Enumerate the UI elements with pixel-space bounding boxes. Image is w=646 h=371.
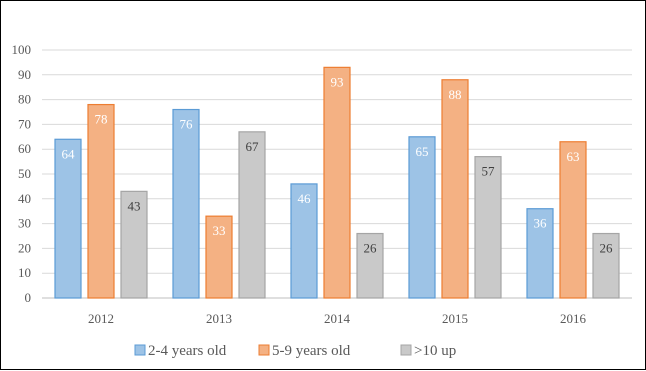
data-label: 26 [600,241,614,256]
y-tick-label: 60 [18,141,31,156]
legend-label: 5-9 years old [272,343,351,359]
data-label: 36 [534,216,548,231]
y-tick-label: 80 [18,92,31,107]
legend-swatch [134,344,146,356]
data-label: 88 [449,87,462,102]
bar [205,215,233,299]
data-label: 78 [95,112,108,127]
legend-swatch [258,344,270,356]
data-label: 26 [364,241,378,256]
data-label: 63 [567,149,580,164]
x-tick-label: 2016 [560,311,587,326]
data-label: 65 [416,144,429,159]
bar [408,136,436,299]
y-tick-label: 100 [12,42,32,57]
y-tick-label: 70 [18,116,31,131]
bar [474,156,502,299]
data-label: 64 [62,146,76,161]
data-label: 33 [213,223,226,238]
bar [238,131,266,299]
x-tick-label: 2014 [324,311,351,326]
bar [120,190,148,299]
bar [592,232,620,299]
bar [356,232,384,299]
y-tick-label: 30 [18,216,31,231]
legend-swatch [400,344,412,356]
y-tick-label: 20 [18,240,31,255]
y-tick-label: 90 [18,67,31,82]
legend-label: >10 up [414,343,456,359]
data-label: 76 [180,117,194,132]
y-tick-label: 50 [18,166,31,181]
bar [441,79,469,299]
y-tick-label: 40 [18,191,31,206]
data-label: 43 [128,198,141,213]
legend-label: 2-4 years old [148,343,227,359]
data-label: 46 [298,191,312,206]
x-tick-label: 2012 [88,311,114,326]
bar [87,103,115,299]
x-tick-label: 2015 [442,311,468,326]
y-tick-label: 10 [18,265,31,280]
data-label: 93 [331,74,344,89]
data-label: 57 [482,164,496,179]
x-tick-label: 2013 [206,311,232,326]
bar [290,183,318,299]
y-tick-label: 0 [25,290,32,305]
bar [323,66,351,299]
bar [526,208,554,299]
bar [54,138,82,299]
bar [172,108,200,299]
data-label: 67 [246,139,260,154]
bar [559,141,587,299]
